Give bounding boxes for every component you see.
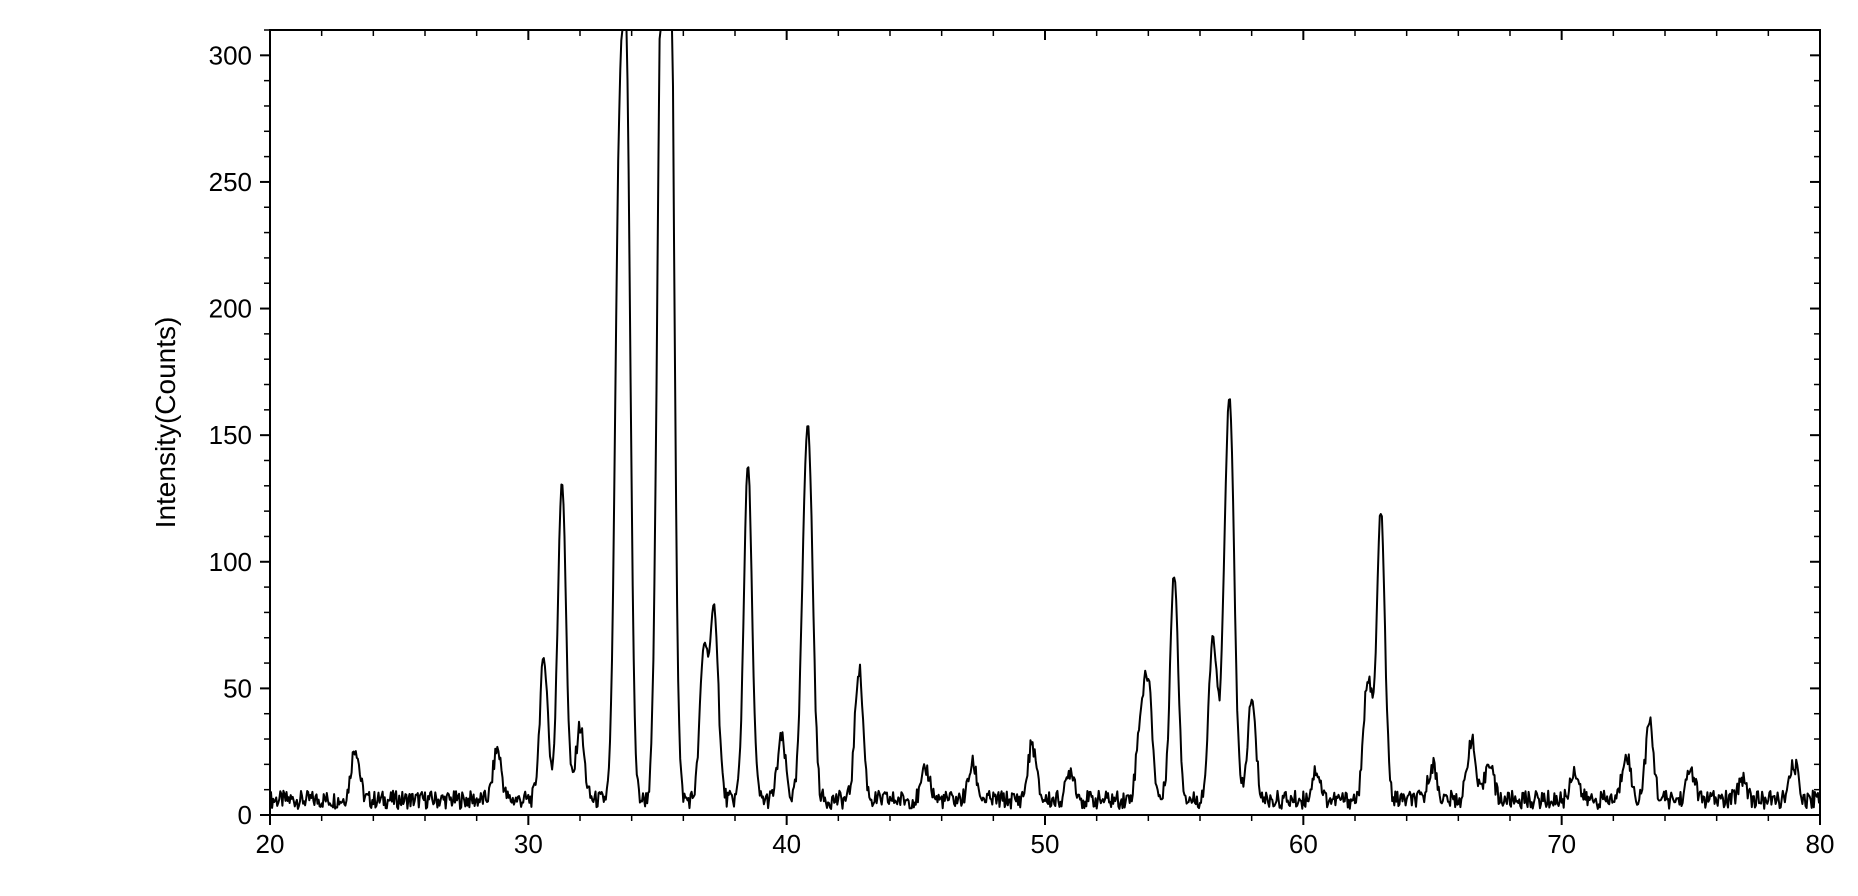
xrd-chart: 20 30 40 50 60 70 80 0 50 100 150 200 250 300 Intensit… <box>0 0 1858 896</box>
y-tick-label: 200 <box>209 294 252 324</box>
x-tick-label: 70 <box>1547 829 1576 859</box>
chart-bg <box>0 0 1858 896</box>
x-tick-label: 20 <box>256 829 285 859</box>
y-tick-label: 0 <box>238 800 252 830</box>
y-tick-label: 250 <box>209 167 252 197</box>
y-tick-label: 50 <box>223 673 252 703</box>
x-tick-label: 60 <box>1289 829 1318 859</box>
y-tick-label: 300 <box>209 40 252 70</box>
chart-svg: 20 30 40 50 60 70 80 0 50 100 150 200 250 300 Intensit… <box>0 0 1858 896</box>
x-tick-label: 30 <box>514 829 543 859</box>
x-tick-label: 40 <box>772 829 801 859</box>
y-axis-label: Intensity(Counts) <box>150 317 181 529</box>
y-tick-label: 100 <box>209 547 252 577</box>
y-tick-label: 150 <box>209 420 252 450</box>
x-tick-label: 80 <box>1806 829 1835 859</box>
x-tick-label: 50 <box>1031 829 1060 859</box>
